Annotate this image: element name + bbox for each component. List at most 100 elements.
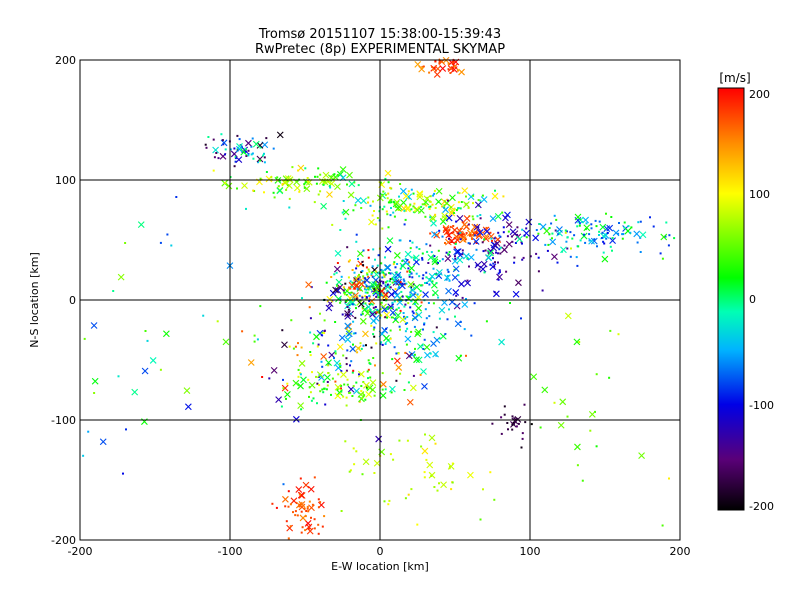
data-point-dot bbox=[522, 438, 524, 440]
data-point-dot bbox=[455, 221, 457, 223]
data-point-dot bbox=[388, 181, 390, 183]
data-point-dot bbox=[352, 370, 354, 372]
data-point-dot bbox=[291, 166, 293, 168]
data-point-dot bbox=[406, 259, 408, 261]
x-tick-label: 100 bbox=[520, 545, 541, 558]
data-point-cross bbox=[389, 386, 395, 392]
data-point-dot bbox=[489, 264, 491, 266]
data-point-dot bbox=[497, 262, 499, 264]
data-point-dot bbox=[431, 66, 433, 68]
data-point-dot bbox=[385, 194, 387, 196]
data-point-cross bbox=[277, 132, 283, 138]
data-point-cross bbox=[457, 215, 463, 221]
data-point-cross bbox=[480, 266, 486, 272]
data-point-dot bbox=[407, 267, 409, 269]
data-point-dot bbox=[409, 204, 411, 206]
data-point-dot bbox=[366, 285, 368, 287]
data-point-dot bbox=[422, 203, 424, 205]
data-point-cross bbox=[291, 498, 297, 504]
data-point-cross bbox=[463, 253, 469, 259]
data-point-dot bbox=[361, 348, 363, 350]
data-point-dot bbox=[390, 453, 392, 455]
data-point-cross bbox=[366, 304, 372, 310]
data-point-dot bbox=[352, 321, 354, 323]
data-point-cross bbox=[452, 274, 458, 280]
data-point-dot bbox=[483, 239, 485, 241]
data-point-dot bbox=[668, 244, 670, 246]
data-point-dot bbox=[260, 178, 262, 180]
data-point-dot bbox=[407, 263, 409, 265]
data-point-dot bbox=[480, 519, 482, 521]
data-point-dot bbox=[319, 501, 321, 503]
data-point-dot bbox=[282, 379, 284, 381]
data-point-dot bbox=[544, 244, 546, 246]
colorbar-tick-label: 0 bbox=[749, 293, 756, 306]
data-point-dot bbox=[125, 428, 127, 430]
data-point-dot bbox=[429, 206, 431, 208]
data-point-dot bbox=[451, 241, 453, 243]
data-point-dot bbox=[224, 182, 226, 184]
data-point-dot bbox=[493, 499, 495, 501]
data-point-dot bbox=[391, 302, 393, 304]
data-point-dot bbox=[476, 249, 478, 251]
data-point-cross bbox=[92, 378, 98, 384]
data-point-cross bbox=[308, 505, 314, 511]
data-point-dot bbox=[327, 345, 329, 347]
data-point-dot bbox=[603, 243, 605, 245]
colorbar-tick-label: 100 bbox=[749, 188, 770, 201]
data-point-dot bbox=[420, 374, 422, 376]
data-point-cross bbox=[248, 360, 254, 366]
data-point-dot bbox=[333, 273, 335, 275]
data-point-dot bbox=[438, 482, 440, 484]
data-point-dot bbox=[313, 397, 315, 399]
data-point-dot bbox=[324, 330, 326, 332]
data-point-dot bbox=[323, 388, 325, 390]
data-point-dot bbox=[282, 183, 284, 185]
data-point-dot bbox=[375, 342, 377, 344]
data-point-dot bbox=[468, 242, 470, 244]
y-axis-label: N-S location [km] bbox=[28, 252, 41, 348]
data-point-dot bbox=[365, 292, 367, 294]
data-point-cross bbox=[306, 282, 312, 288]
data-point-dot bbox=[425, 308, 427, 310]
data-point-dot bbox=[472, 218, 474, 220]
data-point-dot bbox=[425, 243, 427, 245]
data-point-dot bbox=[411, 189, 413, 191]
data-point-dot bbox=[118, 375, 120, 377]
data-point-cross bbox=[335, 250, 341, 256]
data-point-dot bbox=[596, 245, 598, 247]
data-point-dot bbox=[577, 464, 579, 466]
data-point-dot bbox=[448, 271, 450, 273]
data-point-dot bbox=[395, 288, 397, 290]
data-point-dot bbox=[398, 307, 400, 309]
data-point-dot bbox=[175, 196, 177, 198]
data-point-dot bbox=[431, 251, 433, 253]
data-point-dot bbox=[348, 309, 350, 311]
data-point-dot bbox=[497, 232, 499, 234]
data-point-cross bbox=[383, 335, 389, 341]
data-point-dot bbox=[414, 303, 416, 305]
data-point-dot bbox=[265, 137, 267, 139]
data-point-dot bbox=[439, 260, 441, 262]
data-point-cross bbox=[423, 292, 429, 298]
data-point-dot bbox=[358, 184, 360, 186]
data-point-dot bbox=[426, 317, 428, 319]
data-point-cross bbox=[440, 66, 446, 72]
data-point-dot bbox=[454, 258, 456, 260]
data-point-dot bbox=[605, 238, 607, 240]
data-point-dot bbox=[386, 213, 388, 215]
data-point-dot bbox=[342, 355, 344, 357]
data-point-cross bbox=[298, 403, 304, 409]
data-point-dot bbox=[392, 459, 394, 461]
data-point-cross bbox=[551, 254, 557, 260]
data-point-dot bbox=[462, 297, 464, 299]
data-point-dot bbox=[438, 230, 440, 232]
data-point-dot bbox=[489, 471, 491, 473]
data-point-dot bbox=[372, 215, 374, 217]
data-point-dot bbox=[433, 331, 435, 333]
data-point-dot bbox=[540, 427, 542, 429]
data-point-dot bbox=[400, 310, 402, 312]
data-point-dot bbox=[622, 233, 624, 235]
data-point-dot bbox=[393, 279, 395, 281]
data-point-dot bbox=[448, 63, 450, 65]
